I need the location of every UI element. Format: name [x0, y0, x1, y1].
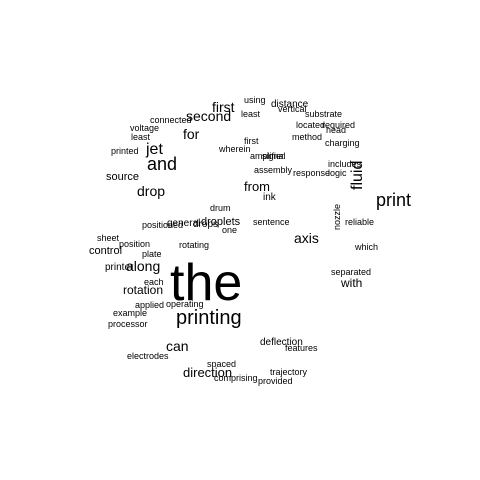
word: printer	[105, 262, 134, 273]
word: from	[244, 179, 270, 194]
word: required	[322, 120, 355, 130]
word: first	[244, 136, 259, 146]
word: along	[126, 258, 160, 274]
word: provided	[258, 376, 293, 386]
word: spaced	[207, 359, 236, 369]
word: with	[340, 276, 362, 290]
word: drum	[210, 203, 231, 213]
word: source	[106, 171, 139, 183]
word: charging	[325, 138, 360, 148]
word: substrate	[305, 109, 342, 119]
word: plate	[142, 249, 162, 259]
word: sentence	[253, 217, 290, 227]
word: jet	[145, 141, 163, 158]
word: features	[285, 343, 318, 353]
word: and	[147, 154, 177, 174]
word: using	[244, 95, 266, 105]
word: which	[354, 242, 378, 252]
word: drop	[137, 183, 165, 199]
word: nozzle	[332, 204, 342, 230]
word: for	[183, 126, 200, 142]
word: wherein	[218, 144, 251, 154]
word: distance	[271, 99, 309, 110]
word: assembly	[254, 165, 293, 175]
word: signal	[262, 151, 286, 161]
word: printed	[111, 146, 139, 156]
word: sheet	[97, 233, 120, 243]
word: direction	[183, 365, 232, 380]
word: axis	[294, 230, 319, 246]
word: applied	[135, 300, 164, 310]
word: the	[170, 254, 242, 312]
word: connected	[150, 115, 192, 125]
word: one	[222, 225, 237, 235]
word: processor	[108, 319, 148, 329]
word: electrodes	[127, 351, 169, 361]
word: second	[186, 108, 231, 124]
word: comprising	[214, 373, 258, 383]
word: fluid	[349, 161, 366, 190]
word: amplifier	[250, 151, 284, 161]
word: voltage	[130, 123, 159, 133]
word: drops	[193, 219, 218, 230]
word: vertical	[278, 104, 307, 114]
word: ink	[263, 192, 277, 203]
word: control	[89, 245, 122, 257]
word: print	[376, 190, 411, 210]
word: separated	[331, 267, 371, 277]
word: rotation	[123, 283, 163, 297]
word: logic	[328, 168, 347, 178]
word: general	[167, 218, 200, 229]
word: example	[113, 308, 147, 318]
word: method	[292, 132, 322, 142]
word: least	[131, 132, 151, 142]
word: rotating	[179, 240, 209, 250]
word: first	[212, 99, 235, 115]
word: each	[144, 277, 164, 287]
word: positioned	[142, 220, 183, 230]
word: head	[326, 125, 346, 135]
word: includes	[328, 159, 362, 169]
word: response	[293, 168, 330, 178]
word: reliable	[345, 217, 374, 227]
word: trajectory	[270, 367, 308, 377]
word: printing	[176, 307, 242, 329]
word: deflection	[260, 337, 303, 348]
word: operating	[166, 299, 204, 309]
word: least	[241, 109, 261, 119]
word: can	[166, 338, 189, 354]
word: located	[296, 120, 325, 130]
word: droplets	[201, 216, 241, 228]
word: position	[119, 239, 150, 249]
